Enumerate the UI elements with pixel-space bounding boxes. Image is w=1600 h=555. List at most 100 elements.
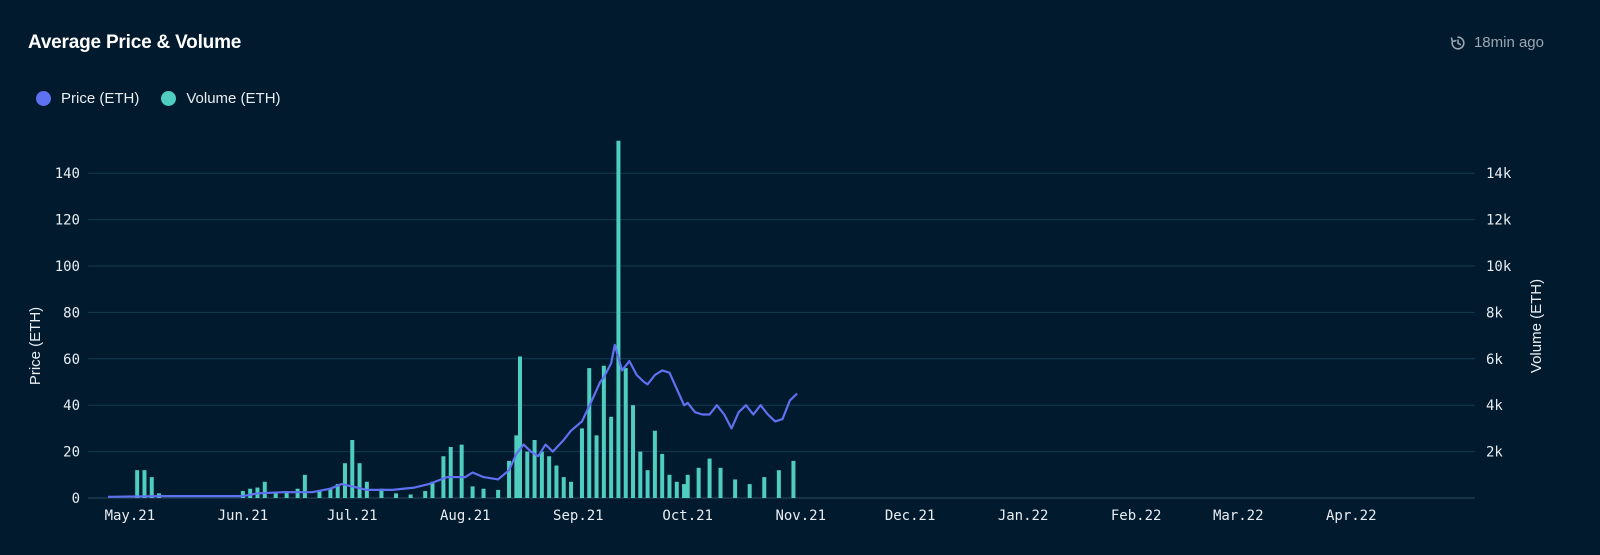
volume-bar: [357, 463, 362, 498]
left-tick-label: 60: [63, 352, 80, 368]
volume-bar: [430, 481, 435, 498]
volume-bar: [342, 463, 347, 498]
volume-bar: [674, 481, 679, 498]
left-tick-label: 40: [63, 398, 80, 414]
volume-bar: [547, 456, 552, 498]
volume-bar: [707, 458, 712, 498]
left-axis-label: Price (ETH): [27, 307, 44, 385]
refresh-clock-icon: [1450, 35, 1465, 50]
x-axis-ticks: May.21 Jun.21 Jul.21 Aug.21 Sep.21 Oct.21 Nov.…: [105, 508, 1377, 524]
volume-bar: [248, 488, 253, 498]
left-tick-label: 100: [55, 259, 80, 275]
volume-bars: [135, 140, 796, 498]
volume-bar: [579, 428, 584, 498]
volume-bar: [441, 456, 446, 498]
volume-bar: [601, 365, 606, 498]
volume-bar: [685, 474, 690, 498]
right-tick-label: 12k: [1486, 213, 1512, 229]
x-tick-label: May.21: [105, 508, 156, 524]
volume-bar: [733, 479, 738, 498]
volume-bar: [667, 474, 672, 498]
right-tick-label: 2k: [1486, 445, 1503, 461]
last-updated-text: 18min ago: [1473, 34, 1544, 51]
right-tick-label: 10k: [1486, 259, 1512, 275]
right-axis-ticks: 2k 4k 6k 8k 10k 12k 14k: [1486, 166, 1512, 460]
volume-bar: [295, 488, 300, 498]
volume-bar: [149, 477, 154, 498]
x-tick-label: Jun.21: [218, 508, 269, 524]
volume-bar: [645, 470, 650, 498]
volume-bar: [379, 488, 384, 498]
right-tick-label: 4k: [1486, 398, 1503, 414]
volume-bar: [791, 460, 796, 498]
x-tick-label: Mar.22: [1213, 508, 1264, 524]
last-updated[interactable]: 18min ago: [1450, 34, 1544, 51]
volume-bar: [459, 444, 464, 498]
price-line-layer: [107, 343, 798, 498]
volume-bar: [623, 368, 628, 498]
price-swatch: [36, 91, 51, 106]
volume-bar: [569, 481, 574, 498]
legend-item-volume[interactable]: Volume (ETH): [161, 90, 281, 107]
volume-bar: [696, 467, 701, 498]
left-tick-label: 80: [63, 305, 80, 321]
volume-bar: [328, 488, 333, 498]
volume-bar: [532, 440, 537, 498]
volume-bar: [747, 484, 752, 498]
volume-bar: [539, 451, 544, 498]
volume-bar: [240, 491, 245, 498]
volume-bar: [350, 440, 355, 498]
volume-bar: [448, 446, 453, 498]
volume-bar: [481, 488, 486, 498]
left-tick-label: 20: [63, 445, 80, 461]
volume-bar: [682, 484, 687, 498]
volume-bar: [631, 405, 636, 498]
x-tick-label: Apr.22: [1326, 508, 1377, 524]
volume-bar: [142, 470, 147, 498]
volume-bar: [496, 489, 501, 498]
volume-bar: [262, 481, 267, 498]
volume-bar: [335, 484, 340, 498]
left-tick-label: 140: [55, 166, 80, 182]
volume-bar: [507, 460, 512, 498]
volume-bar: [302, 474, 307, 498]
volume-bar: [470, 486, 475, 498]
price-line: [107, 343, 798, 498]
x-tick-label: Oct.21: [662, 508, 713, 524]
volume-bar: [517, 356, 522, 498]
gridlines: [88, 172, 1475, 499]
volume-bar: [561, 477, 566, 498]
volume-bar: [762, 477, 767, 498]
x-tick-label: Feb.22: [1111, 508, 1162, 524]
volume-bar: [284, 491, 289, 498]
volume-bar: [638, 451, 643, 498]
right-tick-label: 14k: [1486, 166, 1512, 182]
volume-swatch: [161, 91, 177, 106]
volume-bar: [660, 453, 665, 498]
volume-bar: [273, 493, 278, 498]
volume-bar: [718, 467, 723, 498]
volume-bar: [317, 491, 322, 498]
legend-item-price[interactable]: Price (ETH): [36, 90, 139, 107]
chart-title: Average Price & Volume: [28, 32, 242, 53]
right-tick-label: 6k: [1486, 352, 1503, 368]
volume-bar: [587, 368, 592, 498]
left-tick-label: 120: [55, 213, 80, 229]
x-tick-label: Jul.21: [327, 508, 378, 524]
volume-bar: [554, 465, 559, 498]
chart-legend: Price (ETH) Volume (ETH): [36, 90, 281, 107]
volume-bar: [776, 470, 781, 498]
x-tick-label: Aug.21: [440, 508, 491, 524]
volume-bar: [135, 470, 140, 498]
left-axis-ticks: 0 20 40 60 80 100 120 140: [55, 166, 80, 507]
x-tick-label: Dec.21: [885, 508, 936, 524]
volume-bar: [514, 435, 519, 498]
left-tick-label: 0: [72, 491, 80, 507]
right-axis-label: Volume (ETH): [1528, 279, 1545, 373]
right-tick-label: 8k: [1486, 305, 1503, 321]
legend-label-volume: Volume (ETH): [186, 90, 281, 107]
x-tick-label: Jan.22: [998, 508, 1049, 524]
legend-label-price: Price (ETH): [61, 90, 140, 107]
volume-bar: [423, 491, 428, 498]
